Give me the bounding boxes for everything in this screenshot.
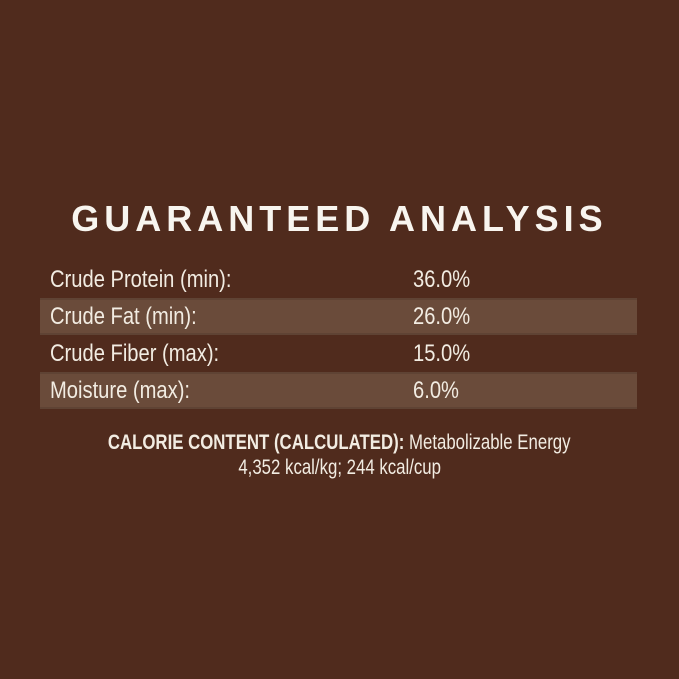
table-row: Crude Protein (min): 36.0% xyxy=(40,261,637,298)
calorie-values: 4,352 kcal/kg; 244 kcal/cup xyxy=(238,456,441,479)
calorie-text: Metabolizable Energy xyxy=(409,431,571,454)
analysis-table: Crude Protein (min): 36.0% Crude Fat (mi… xyxy=(40,261,637,409)
row-value-crude-fiber: 15.0% xyxy=(413,339,471,367)
calorie-heading: CALORIE CONTENT (CALCULATED): xyxy=(108,431,405,454)
row-label-crude-fat: Crude Fat (min): xyxy=(50,302,197,330)
calorie-content: CALORIE CONTENT (CALCULATED): Metaboliza… xyxy=(0,430,679,480)
calorie-line-1: CALORIE CONTENT (CALCULATED): Metaboliza… xyxy=(0,430,679,455)
table-row: Crude Fiber (max): 15.0% xyxy=(40,335,637,372)
table-row: Crude Fat (min): 26.0% xyxy=(40,298,637,335)
row-label-crude-fiber: Crude Fiber (max): xyxy=(50,339,220,367)
row-value-crude-protein: 36.0% xyxy=(413,265,471,293)
table-row: Moisture (max): 6.0% xyxy=(40,372,637,409)
row-value-crude-fat: 26.0% xyxy=(413,302,471,330)
page-title: GUARANTEED ANALYSIS xyxy=(71,198,608,239)
row-label-crude-protein: Crude Protein (min): xyxy=(50,265,232,293)
row-label-moisture: Moisture (max): xyxy=(50,376,191,404)
calorie-line-2: 4,352 kcal/kg; 244 kcal/cup xyxy=(0,455,679,480)
row-value-moisture: 6.0% xyxy=(413,376,459,404)
